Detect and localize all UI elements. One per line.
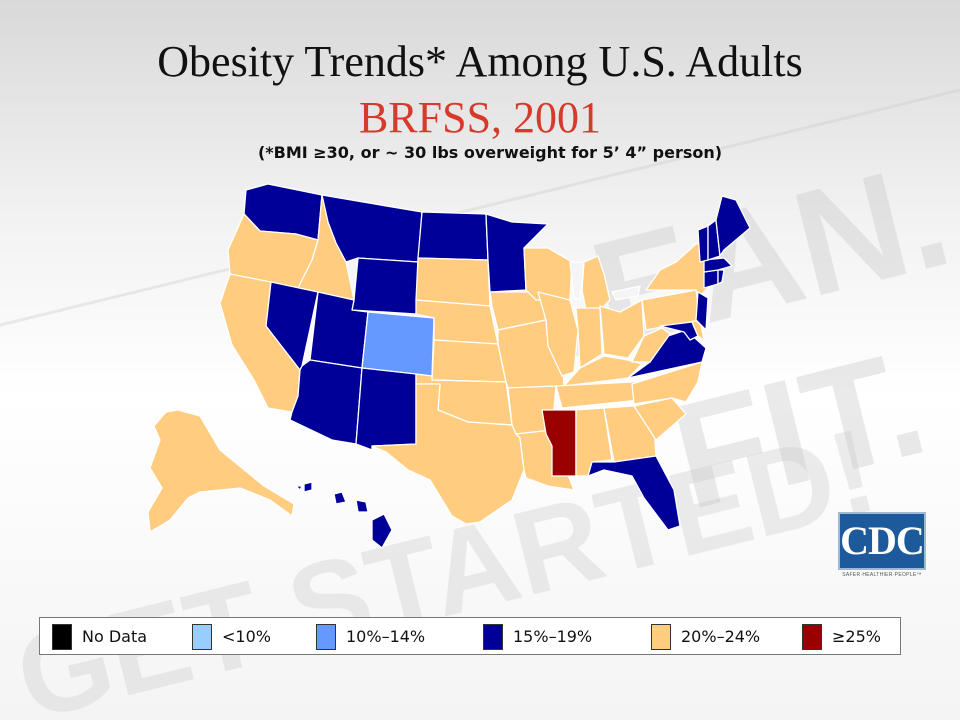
state-nj: [695, 291, 709, 331]
legend-swatch: [483, 624, 503, 650]
state-vt: [697, 225, 709, 263]
great-lake-2: [611, 285, 641, 301]
state-nm: [355, 367, 417, 451]
legend-label: 20%–24%: [681, 627, 761, 646]
state-nd: [417, 211, 489, 261]
state-wy: [351, 257, 419, 315]
state-wv: [631, 327, 671, 363]
state-tx: [371, 383, 525, 525]
state-ct: [703, 269, 719, 289]
bmi-footnote: (*BMI ≥30, or ~ 30 lbs overweight for 5’…: [257, 143, 723, 162]
cdc-logo-tagline: SAFER·HEALTHIER·PEOPLE™: [842, 572, 922, 578]
state-hi: [355, 499, 369, 513]
legend-label: <10%: [222, 627, 271, 646]
legend-label: ≥25%: [832, 627, 881, 646]
state-hi: [295, 485, 303, 491]
legend-label: No Data: [82, 627, 148, 646]
legend-label: 15%–19%: [513, 627, 593, 646]
legend-label: 10%–14%: [346, 627, 426, 646]
legend-swatch: [192, 624, 212, 650]
state-ak: [147, 409, 295, 533]
legend-swatch: [651, 624, 671, 650]
state-hi: [303, 481, 313, 493]
state-wi: [523, 247, 573, 301]
page-subtitle: BRFSS, 2001: [358, 93, 602, 142]
state-sc: [633, 397, 687, 441]
state-az: [289, 359, 363, 445]
state-hi: [333, 491, 347, 505]
state-sd: [415, 257, 491, 307]
cdc-logo: CDC SAFER·HEALTHIER·PEOPLE™: [838, 512, 926, 578]
state-me: [715, 195, 751, 257]
cdc-logo-box: CDC: [838, 512, 926, 570]
legend-swatch: [52, 624, 72, 650]
page-title: Obesity Trends* Among U.S. Adults: [157, 37, 803, 86]
legend-swatch: [802, 624, 822, 650]
map-legend: No Data <10% 10%–14% 15%–19% 20%–24% ≥25…: [39, 617, 901, 655]
state-in: [575, 307, 603, 369]
state-ks: [431, 339, 507, 383]
state-co: [361, 311, 435, 377]
state-ri: [717, 269, 725, 285]
state-ma: [703, 257, 733, 273]
great-lake-1: [569, 261, 585, 301]
state-md: [659, 321, 699, 341]
state-fl: [587, 455, 681, 531]
state-hi: [371, 513, 393, 549]
legend-swatch: [316, 624, 336, 650]
state-il: [537, 291, 579, 377]
state-mi: [581, 255, 611, 311]
